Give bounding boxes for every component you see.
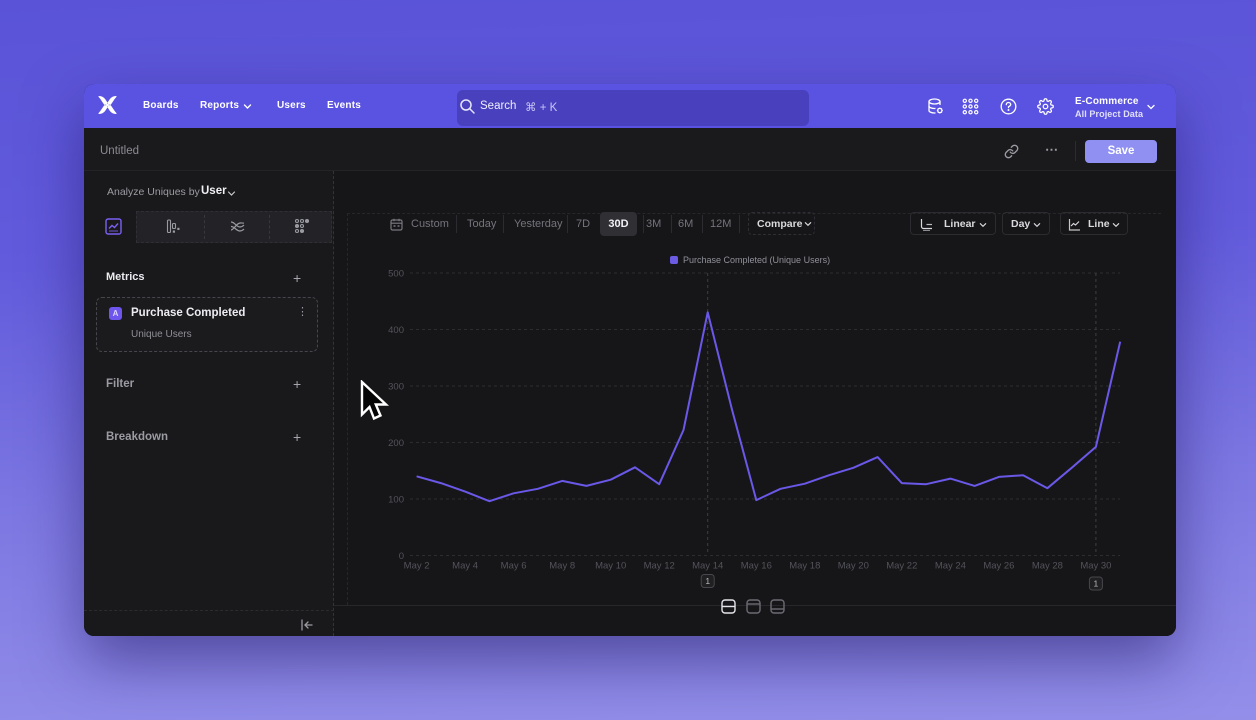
svg-text:200: 200 xyxy=(388,438,404,449)
svg-text:May 26: May 26 xyxy=(983,561,1014,572)
svg-text:0: 0 xyxy=(399,551,404,562)
svg-text:1: 1 xyxy=(705,576,710,586)
svg-text:May 2: May 2 xyxy=(404,561,430,572)
svg-text:May 4: May 4 xyxy=(452,561,478,572)
svg-text:May 22: May 22 xyxy=(886,561,917,572)
svg-text:May 20: May 20 xyxy=(838,561,869,572)
svg-text:May 10: May 10 xyxy=(595,561,626,572)
svg-text:May 8: May 8 xyxy=(549,561,575,572)
svg-text:100: 100 xyxy=(388,495,404,506)
svg-text:500: 500 xyxy=(388,269,404,280)
svg-text:400: 400 xyxy=(388,325,404,336)
svg-text:May 12: May 12 xyxy=(644,561,675,572)
svg-text:300: 300 xyxy=(388,382,404,393)
svg-text:May 24: May 24 xyxy=(935,561,966,572)
svg-text:May 30: May 30 xyxy=(1080,561,1111,572)
svg-text:May 18: May 18 xyxy=(789,561,820,572)
svg-text:May 6: May 6 xyxy=(501,561,527,572)
svg-text:May 28: May 28 xyxy=(1032,561,1063,572)
svg-text:1: 1 xyxy=(1094,579,1099,589)
svg-text:May 14: May 14 xyxy=(692,561,723,572)
svg-text:May 16: May 16 xyxy=(741,561,772,572)
